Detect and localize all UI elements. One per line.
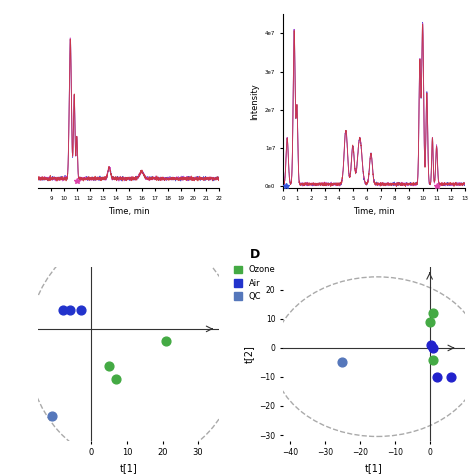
Point bbox=[77, 306, 84, 314]
Point bbox=[429, 344, 437, 352]
Point bbox=[105, 363, 113, 370]
X-axis label: t[1]: t[1] bbox=[120, 463, 137, 473]
Point bbox=[426, 318, 433, 326]
Legend: Ozone, Air, QC: Ozone, Air, QC bbox=[230, 262, 279, 304]
Point bbox=[66, 306, 74, 314]
Text: D: D bbox=[250, 248, 261, 261]
Point bbox=[162, 337, 170, 345]
Point bbox=[429, 310, 437, 317]
Point bbox=[59, 306, 67, 314]
X-axis label: Time, min: Time, min bbox=[353, 207, 394, 216]
Point bbox=[433, 373, 440, 381]
X-axis label: Time, min: Time, min bbox=[108, 207, 149, 216]
Point bbox=[429, 356, 437, 364]
Point bbox=[48, 412, 56, 420]
Point bbox=[428, 341, 435, 349]
Y-axis label: Intensity: Intensity bbox=[250, 83, 259, 119]
Point bbox=[112, 375, 120, 383]
Point bbox=[338, 359, 346, 366]
X-axis label: t[1]: t[1] bbox=[365, 463, 383, 473]
Y-axis label: t[2]: t[2] bbox=[244, 345, 254, 363]
Point bbox=[447, 373, 455, 381]
